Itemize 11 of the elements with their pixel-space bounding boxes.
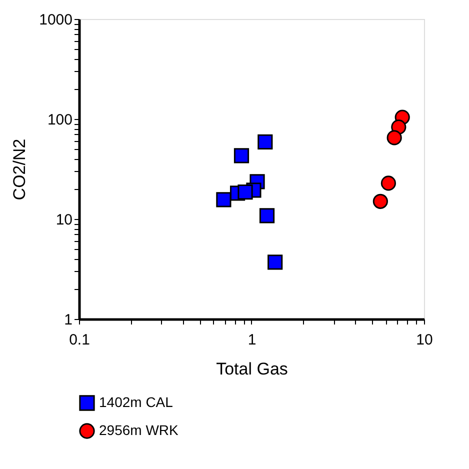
y-tick-label: 1	[64, 312, 72, 328]
x-tick-label: 10	[416, 332, 433, 348]
x-tick-label: 0.1	[69, 332, 90, 348]
y-tick-label: 10	[56, 212, 72, 228]
legend-label: 1402m CAL	[99, 394, 174, 410]
legend-label: 2956m WRK	[99, 422, 180, 438]
y-tick-label: 1000	[39, 12, 72, 28]
x-axis-title: Total Gas	[216, 360, 288, 378]
y-tick-label: 100	[47, 112, 72, 128]
y-axis-title: CO2/N2	[10, 138, 30, 200]
x-tick-label: 1	[248, 332, 256, 348]
